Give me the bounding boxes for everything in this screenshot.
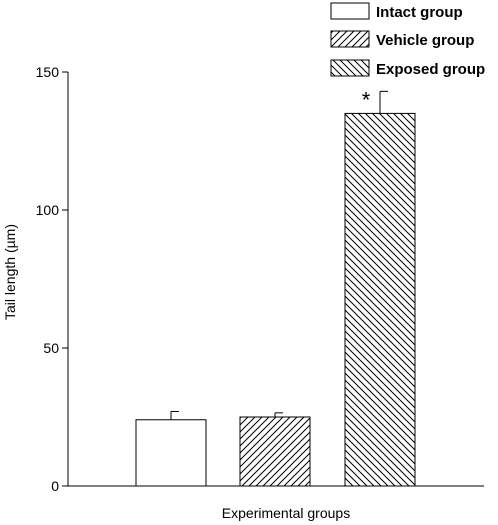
- y-axis-title: Tail length (µm): [2, 224, 18, 320]
- y-tick-label: 0: [51, 478, 59, 494]
- y-tick-label: 50: [43, 340, 59, 356]
- x-axis-title: Experimental groups: [222, 505, 350, 521]
- legend: Intact group Vehicle group Exposed group: [330, 2, 485, 78]
- legend-label-intact: Intact group: [376, 4, 463, 21]
- legend-swatch-vehicle: [330, 30, 370, 48]
- legend-swatch-intact: [330, 2, 370, 20]
- legend-swatch-exposed: [330, 59, 370, 77]
- bar-exposed-group: [344, 112, 416, 487]
- significance-marker: *: [362, 87, 371, 112]
- bar-intact-group: [135, 419, 207, 487]
- y-tick-label: 100: [36, 202, 60, 218]
- y-tick-label: 150: [36, 64, 60, 80]
- bar-vehicle-group: [239, 416, 311, 487]
- legend-label-exposed: Exposed group: [376, 61, 485, 78]
- legend-label-vehicle: Vehicle group: [376, 32, 474, 49]
